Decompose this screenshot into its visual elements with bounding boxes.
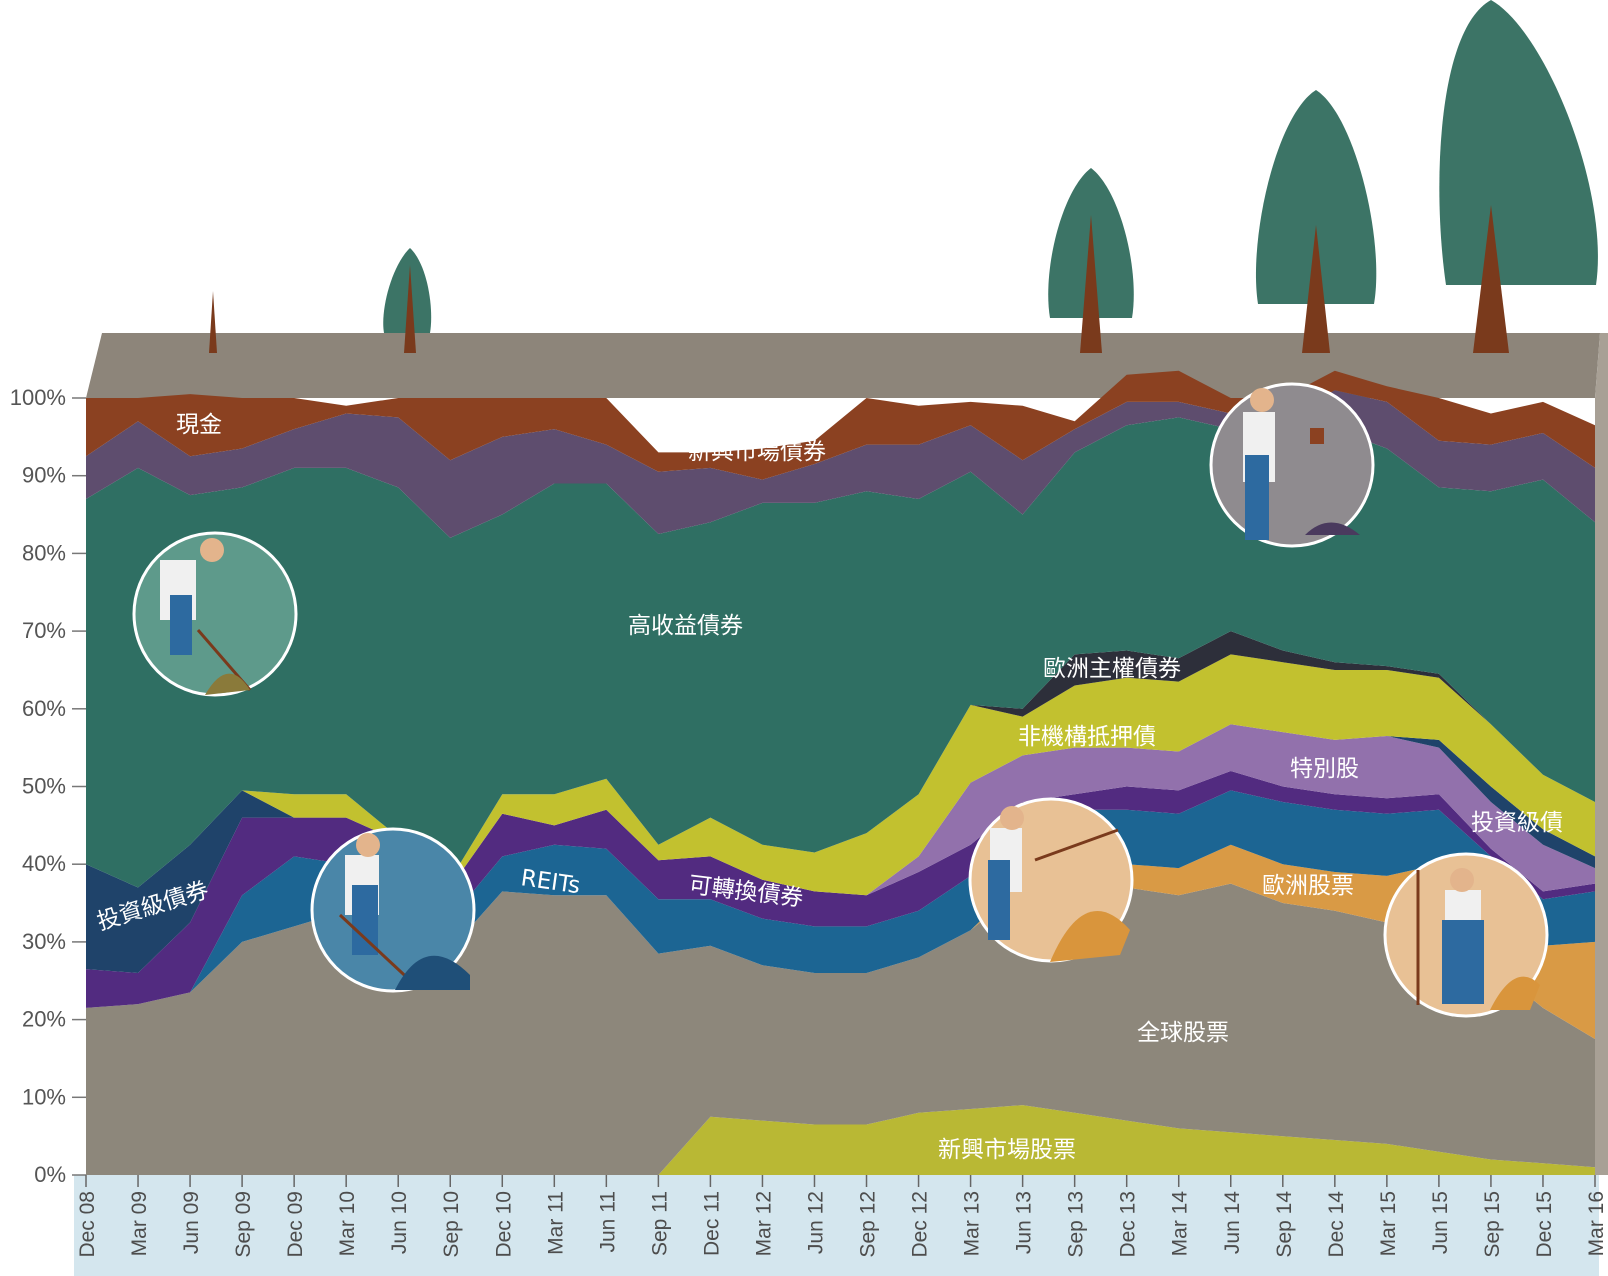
y-tick-label: 40% [22, 851, 66, 876]
farmer-raking-icon [132, 531, 298, 697]
y-tick-label: 20% [22, 1007, 66, 1032]
x-tick-label: Jun 12 [804, 1191, 827, 1254]
y-tick-label: 50% [22, 774, 66, 799]
x-tick-label: Mar 14 [1169, 1191, 1192, 1257]
x-tick-label: Jun 15 [1429, 1191, 1452, 1254]
y-tick-label: 30% [22, 929, 66, 954]
y-axis: 0% 10% 20% 30% 40% 50% 60% 70% 80% 90% 100% [10, 385, 86, 1187]
x-tick-label: Sep 13 [1065, 1191, 1088, 1258]
ground-top-plane [86, 333, 1600, 398]
area-series-3 [86, 790, 1595, 1008]
label-ig-bonds-right: 投資級債 [1471, 810, 1563, 836]
label-em-bonds: 新興市場債券 [688, 439, 826, 465]
x-tick-label: Jun 11 [596, 1191, 619, 1253]
x-tick-label: Dec 15 [1533, 1191, 1556, 1258]
farmer-raking-icon [310, 827, 476, 993]
x-tick-label: Dec 13 [1117, 1191, 1140, 1258]
area-series-12 [86, 370, 1595, 480]
x-tick-label: Dec 14 [1325, 1191, 1348, 1258]
x-tick-label: Sep 09 [232, 1191, 255, 1258]
label-em-equity: 新興市場股票 [938, 1137, 1076, 1163]
y-tick-label: 100% [10, 385, 66, 410]
farmer-pitchfork-icon [1383, 852, 1549, 1018]
y-tick-label: 10% [22, 1084, 66, 1109]
y-tick-label: 90% [22, 463, 66, 488]
x-tick-label: Jun 09 [180, 1191, 203, 1254]
x-tick-label: Mar 11 [544, 1191, 567, 1255]
x-tick-label: Mar 15 [1377, 1191, 1400, 1256]
x-tick-label: Mar 10 [336, 1191, 359, 1256]
y-tick-label: 70% [22, 618, 66, 643]
x-axis-band [74, 1175, 1599, 1276]
label-preferred: 特別股 [1290, 756, 1359, 782]
x-tick-label: Mar 12 [752, 1191, 775, 1256]
x-tick-label: Jun 14 [1221, 1191, 1244, 1254]
x-axis: Dec 08 Mar 09 Jun 09 Sep 09 Dec 09 Mar 10 Jun … [76, 1175, 1608, 1258]
y-tick-label: 0% [34, 1162, 66, 1187]
area-series-1 [86, 879, 1595, 1175]
label-high-yield: 高收益債券 [628, 613, 743, 639]
farmer-watering-icon [1209, 382, 1375, 548]
label-eu-sovereign: 歐洲主權債券 [1043, 656, 1181, 682]
x-tick-label: Jun 13 [1013, 1191, 1036, 1254]
area-series-0 [86, 1105, 1595, 1175]
x-tick-label: Sep 15 [1481, 1191, 1504, 1258]
y-tick-label: 60% [22, 696, 66, 721]
x-tick-label: Dec 11 [700, 1191, 723, 1256]
tree-icon [1048, 168, 1134, 353]
tree-icon [1439, 0, 1598, 353]
x-tick-label: Dec 08 [76, 1191, 99, 1258]
label-global-equity: 全球股票 [1137, 1020, 1229, 1046]
stacked-areas [86, 370, 1595, 1175]
x-tick-label: Sep 12 [857, 1191, 880, 1258]
x-tick-label: Mar 16 [1585, 1191, 1608, 1256]
label-non-agency: 非機構抵押債 [1018, 724, 1156, 750]
x-tick-label: Sep 11 [648, 1191, 671, 1256]
farmer-pointing-icon [968, 797, 1134, 963]
ground-side-face [1595, 333, 1608, 1175]
tree-icon [209, 291, 217, 353]
x-tick-label: Sep 14 [1273, 1191, 1296, 1258]
label-eu-equity: 歐洲股票 [1262, 873, 1354, 899]
x-tick-label: Sep 10 [440, 1191, 463, 1258]
x-tick-label: Dec 09 [284, 1191, 307, 1258]
x-tick-label: Mar 13 [961, 1191, 984, 1256]
area-series-11 [86, 390, 1595, 538]
area-series-6 [86, 724, 1595, 896]
area-series-10 [86, 417, 1595, 888]
x-tick-label: Jun 10 [388, 1191, 411, 1254]
area-series-8 [86, 654, 1595, 896]
y-tick-label: 80% [22, 540, 66, 565]
tree-icon [1255, 90, 1377, 353]
x-tick-label: Mar 09 [128, 1191, 151, 1256]
label-cash: 現金 [176, 412, 222, 438]
tree-icon [383, 248, 432, 353]
x-tick-label: Dec 12 [909, 1191, 932, 1258]
x-tick-label: Dec 10 [492, 1191, 515, 1258]
